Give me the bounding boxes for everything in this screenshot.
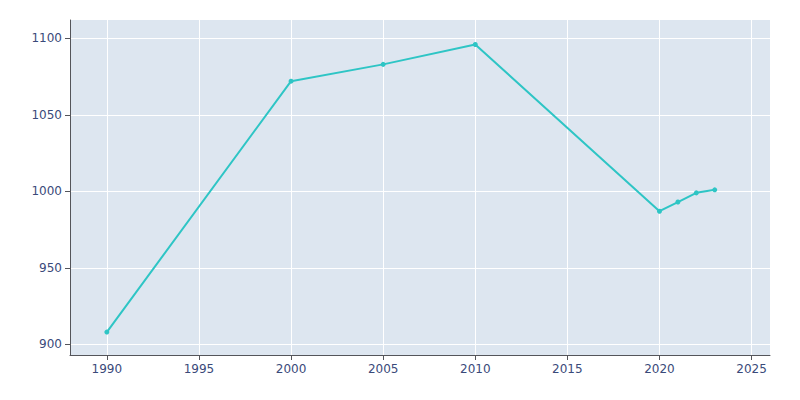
svg-text:1050: 1050	[31, 108, 62, 122]
svg-text:1000: 1000	[31, 184, 62, 198]
svg-text:2010: 2010	[460, 362, 491, 376]
svg-text:1990: 1990	[92, 362, 123, 376]
svg-text:2020: 2020	[644, 362, 675, 376]
svg-text:1100: 1100	[31, 31, 62, 45]
svg-text:2000: 2000	[276, 362, 307, 376]
svg-text:2005: 2005	[368, 362, 399, 376]
svg-text:2015: 2015	[552, 362, 583, 376]
svg-text:900: 900	[39, 337, 62, 351]
svg-text:950: 950	[39, 261, 62, 275]
svg-text:2025: 2025	[736, 362, 767, 376]
svg-text:1995: 1995	[184, 362, 215, 376]
